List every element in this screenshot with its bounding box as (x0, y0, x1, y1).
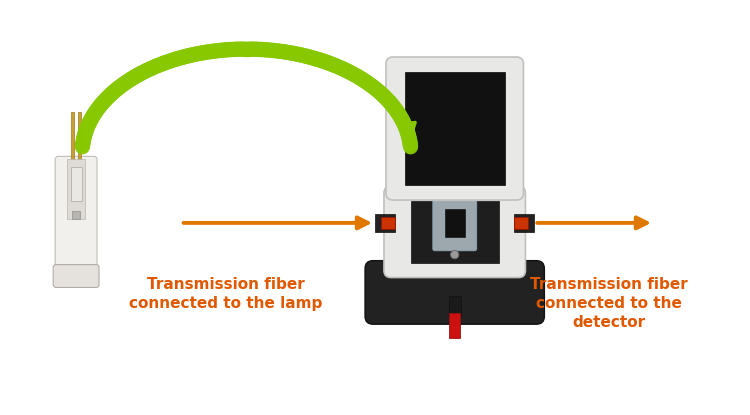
Bar (70, 167, 82, 201)
FancyBboxPatch shape (365, 261, 544, 324)
Bar (375, 214, 395, 232)
FancyBboxPatch shape (53, 265, 99, 288)
Bar (514, 214, 535, 232)
FancyBboxPatch shape (433, 199, 476, 251)
Bar (78, 112, 82, 159)
Text: Transmission fiber
connected to the
detector: Transmission fiber connected to the dete… (530, 276, 688, 330)
Bar (445, 209, 465, 237)
Bar (405, 72, 505, 185)
Bar (514, 217, 529, 229)
Bar (70, 112, 74, 159)
FancyBboxPatch shape (386, 57, 524, 200)
FancyBboxPatch shape (384, 186, 526, 278)
Text: Transmission fiber
connected to the lamp: Transmission fiber connected to the lamp (129, 276, 322, 311)
Circle shape (451, 251, 459, 259)
Bar (411, 201, 499, 263)
Bar (68, 159, 85, 219)
FancyBboxPatch shape (56, 156, 97, 271)
Bar (72, 212, 80, 219)
Bar (381, 217, 395, 229)
Bar (449, 313, 460, 338)
Bar (448, 296, 461, 316)
